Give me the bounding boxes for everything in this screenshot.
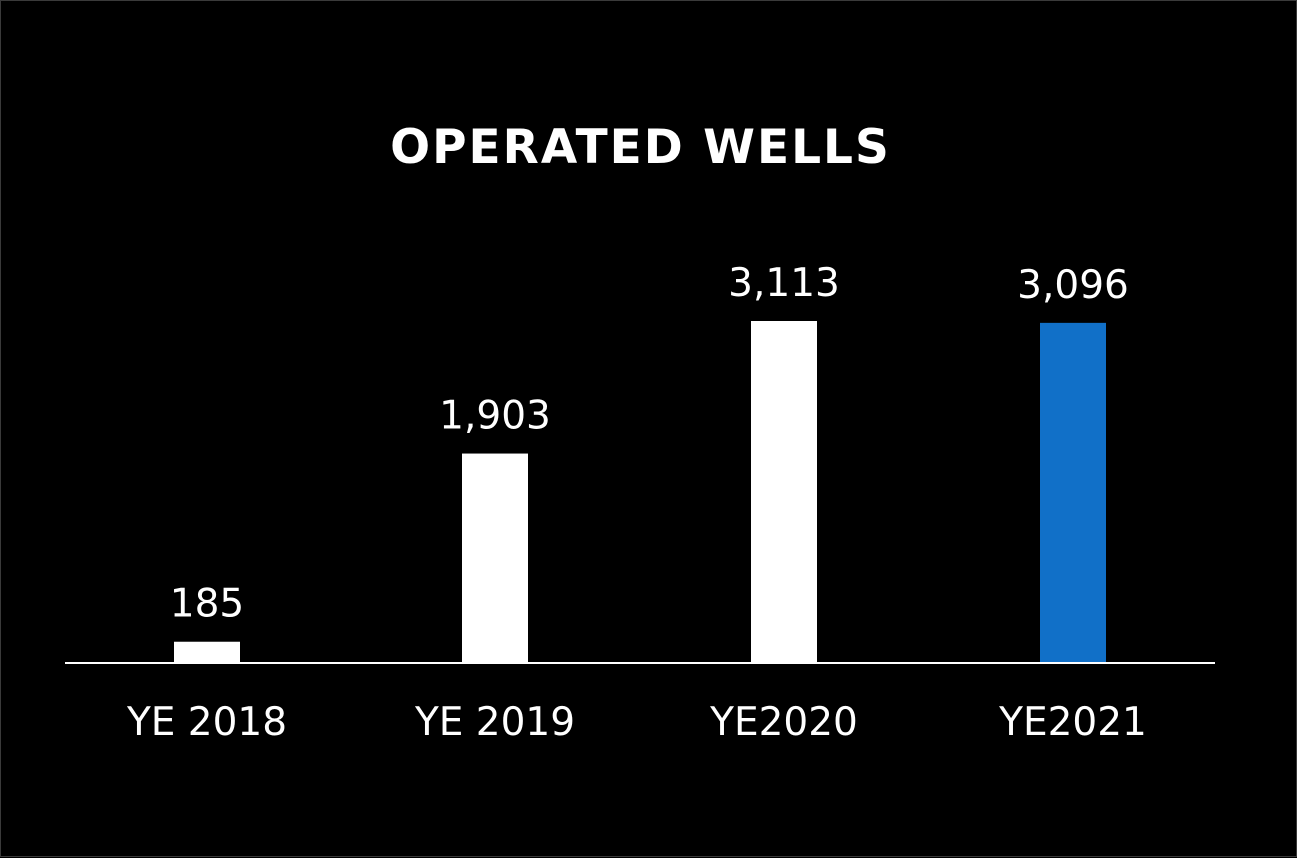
x-tick-label-1: YE 2018 [126, 700, 287, 745]
bars-layer [174, 321, 1106, 662]
x-tick-label-3: YE2020 [709, 700, 858, 745]
bar-4 [1040, 322, 1106, 662]
data-label-1: 185 [170, 582, 244, 627]
bar-2 [462, 453, 528, 662]
labels-layer: 185 YE 2018 1,903 YE 2019 3,113 YE2020 3,096 YE… [126, 261, 1147, 745]
bar-3 [751, 321, 817, 662]
chart-title: OPERATED WELLS [390, 120, 891, 175]
x-tick-label-4: YE2021 [998, 700, 1147, 745]
data-label-2: 1,903 [439, 394, 551, 439]
bar-1 [174, 641, 240, 662]
data-label-3: 3,113 [728, 261, 840, 306]
x-tick-label-2: YE 2019 [414, 700, 575, 745]
data-label-4: 3,096 [1017, 263, 1129, 308]
